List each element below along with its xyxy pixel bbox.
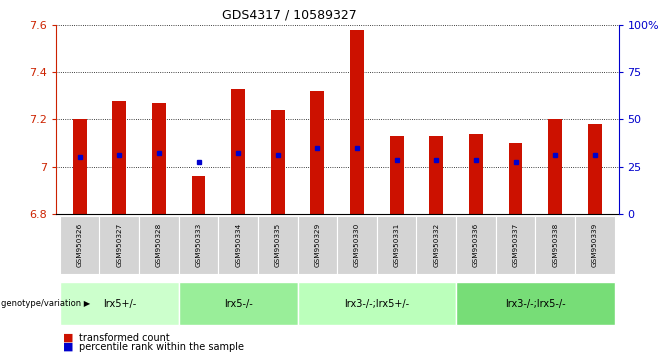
Bar [218, 216, 258, 274]
Bar [179, 216, 218, 274]
Bar [297, 282, 456, 325]
Bar [390, 136, 403, 214]
Bar [377, 216, 417, 274]
Bar [99, 216, 139, 274]
Bar [535, 216, 575, 274]
Bar [469, 134, 483, 214]
Bar [271, 110, 285, 214]
Text: GSM950330: GSM950330 [354, 223, 360, 267]
Text: GSM950327: GSM950327 [116, 223, 122, 267]
Text: GDS4317 / 10589327: GDS4317 / 10589327 [222, 9, 357, 22]
Text: GSM950336: GSM950336 [473, 223, 479, 267]
Bar [337, 216, 377, 274]
Text: GSM950328: GSM950328 [156, 223, 162, 267]
Bar [231, 89, 245, 214]
Text: GSM950333: GSM950333 [195, 223, 201, 267]
Text: percentile rank within the sample: percentile rank within the sample [79, 342, 244, 352]
Bar [509, 143, 522, 214]
Bar [179, 282, 297, 325]
Text: ■: ■ [63, 342, 76, 352]
Bar [311, 91, 324, 214]
Text: GSM950332: GSM950332 [433, 223, 440, 267]
Bar [495, 216, 536, 274]
Bar [456, 282, 615, 325]
Text: GSM950337: GSM950337 [513, 223, 519, 267]
Text: ■: ■ [63, 333, 76, 343]
Text: GSM950329: GSM950329 [315, 223, 320, 267]
Text: transformed count: transformed count [79, 333, 170, 343]
Text: lrx3-/-;lrx5+/-: lrx3-/-;lrx5+/- [344, 298, 409, 309]
Bar [113, 101, 126, 214]
Bar [297, 216, 338, 274]
Text: GSM950334: GSM950334 [235, 223, 241, 267]
Bar [429, 136, 443, 214]
Bar [73, 119, 87, 214]
Bar [548, 119, 562, 214]
Text: lrx5+/-: lrx5+/- [103, 298, 136, 309]
Bar [60, 216, 99, 274]
Text: GSM950335: GSM950335 [275, 223, 281, 267]
Bar [456, 216, 495, 274]
Text: lrx5-/-: lrx5-/- [224, 298, 253, 309]
Text: GSM950339: GSM950339 [592, 223, 597, 267]
Bar [350, 29, 364, 214]
Bar [258, 216, 297, 274]
Bar [60, 282, 179, 325]
Text: GSM950331: GSM950331 [393, 223, 399, 267]
Text: GSM950326: GSM950326 [77, 223, 83, 267]
Bar [139, 216, 179, 274]
Bar [191, 176, 205, 214]
Text: genotype/variation ▶: genotype/variation ▶ [1, 299, 91, 308]
Text: GSM950338: GSM950338 [552, 223, 558, 267]
Bar [152, 103, 166, 214]
Bar [417, 216, 456, 274]
Text: lrx3-/-;lrx5-/-: lrx3-/-;lrx5-/- [505, 298, 566, 309]
Bar [575, 216, 615, 274]
Bar [588, 124, 601, 214]
